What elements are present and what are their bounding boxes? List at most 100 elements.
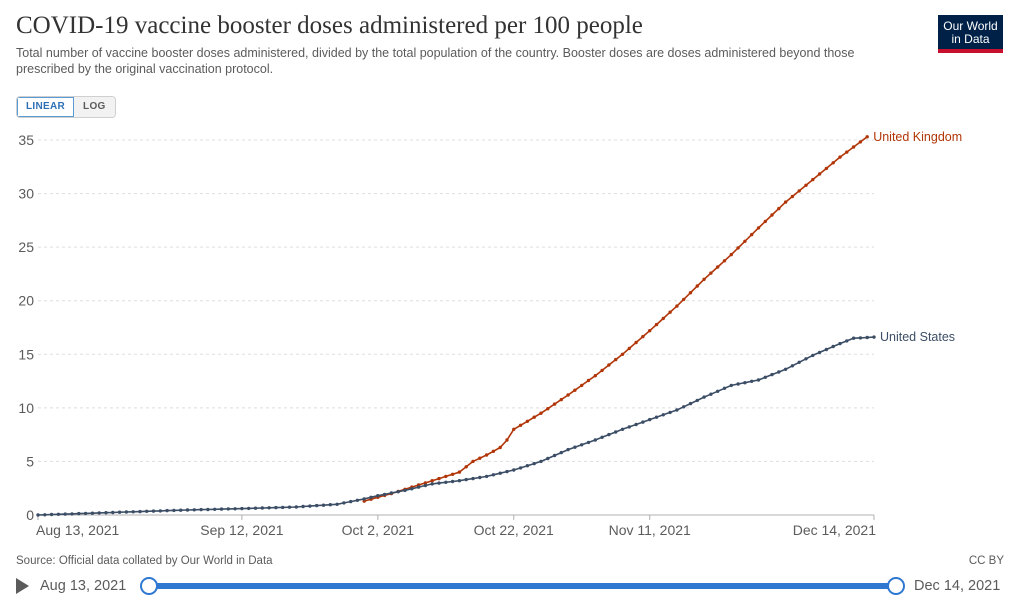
- data-point-united-kingdom: [580, 383, 584, 388]
- data-point-united-states: [274, 505, 278, 510]
- x-tick-label: Aug 13, 2021: [36, 522, 120, 538]
- data-point-united-kingdom: [566, 393, 570, 397]
- data-point-united-states: [478, 475, 482, 480]
- timeline-end-handle[interactable]: [887, 577, 905, 595]
- data-point-united-kingdom: [532, 415, 536, 419]
- data-point-united-states: [654, 415, 659, 419]
- linear-scale-button[interactable]: LINEAR: [17, 97, 75, 117]
- data-point-united-states: [512, 468, 516, 472]
- scale-toggle: LINEAR LOG: [16, 96, 116, 118]
- data-point-united-states: [308, 504, 312, 508]
- data-point-united-states: [83, 511, 88, 516]
- data-point-united-states: [77, 511, 81, 516]
- data-point-united-kingdom: [668, 310, 672, 314]
- data-point-united-states: [736, 382, 740, 386]
- data-point-united-states: [287, 505, 292, 509]
- data-point-united-kingdom: [722, 259, 727, 263]
- data-point-united-kingdom: [444, 474, 448, 479]
- data-point-united-states: [70, 512, 74, 516]
- data-point-united-states: [763, 375, 767, 379]
- data-point-united-states: [423, 483, 428, 488]
- data-point-united-states: [648, 417, 652, 422]
- data-point-united-kingdom: [783, 200, 788, 204]
- data-point-united-kingdom: [423, 481, 428, 485]
- data-point-united-kingdom: [648, 329, 652, 333]
- data-point-united-states: [457, 479, 462, 483]
- data-point-united-states: [682, 405, 686, 409]
- timeline-track[interactable]: [148, 583, 896, 589]
- data-point-united-states: [124, 510, 129, 514]
- data-point-united-kingdom: [593, 374, 597, 378]
- data-point-united-states: [797, 360, 801, 364]
- log-scale-button[interactable]: LOG: [74, 97, 115, 117]
- owid-logo[interactable]: Our World in Data: [938, 15, 1003, 53]
- y-tick-label: 30: [18, 186, 34, 202]
- data-point-united-states: [138, 509, 142, 514]
- data-point-united-states: [865, 335, 869, 340]
- data-point-united-states: [539, 459, 543, 464]
- data-point-united-states: [131, 510, 135, 514]
- data-point-united-states: [498, 471, 502, 475]
- data-point-united-states: [716, 389, 720, 393]
- data-point-united-kingdom: [552, 402, 557, 406]
- data-point-united-states: [546, 456, 550, 461]
- data-point-united-kingdom: [478, 456, 482, 460]
- chart-subtitle: Total number of vaccine booster doses ad…: [16, 46, 855, 76]
- data-point-united-states: [783, 367, 788, 371]
- data-point-united-kingdom: [716, 265, 720, 269]
- data-point-united-kingdom: [736, 246, 740, 250]
- timeline-start-label: Aug 13, 2021: [40, 578, 127, 594]
- data-point-united-kingdom: [512, 427, 516, 431]
- data-point-united-kingdom: [845, 150, 849, 154]
- data-point-united-states: [661, 413, 665, 417]
- data-point-united-states: [253, 506, 258, 510]
- data-point-united-states: [729, 383, 733, 388]
- play-icon[interactable]: [16, 578, 29, 594]
- timeline-end-label: Dec 14, 2021: [914, 578, 1001, 594]
- data-point-united-kingdom: [709, 271, 713, 275]
- data-point-united-states: [437, 481, 441, 485]
- data-point-united-states: [63, 512, 67, 516]
- data-point-united-states: [206, 507, 210, 512]
- x-tick-label: Dec 14, 2021: [793, 522, 876, 538]
- data-point-united-kingdom: [838, 155, 842, 159]
- data-point-united-states: [518, 466, 523, 470]
- data-point-united-states: [586, 440, 591, 445]
- data-point-united-states: [260, 506, 264, 510]
- data-point-united-states: [396, 490, 400, 494]
- data-point-united-states: [702, 395, 706, 399]
- y-tick-label: 0: [26, 507, 34, 523]
- data-point-united-states: [831, 344, 835, 349]
- data-point-united-states: [151, 509, 156, 513]
- data-point-united-states: [580, 443, 584, 447]
- data-point-united-kingdom: [777, 206, 781, 211]
- data-point-united-states: [444, 480, 448, 484]
- data-point-united-kingdom: [729, 252, 733, 257]
- timeline-slider: Aug 13, 2021 Dec 14, 2021: [0, 572, 1024, 602]
- data-point-united-states: [675, 408, 679, 412]
- data-point-united-kingdom: [491, 449, 496, 453]
- data-point-united-kingdom: [525, 419, 530, 423]
- timeline-start-handle[interactable]: [140, 577, 158, 595]
- y-tick-label: 5: [26, 453, 34, 469]
- data-point-united-states: [770, 372, 774, 377]
- data-point-united-states: [56, 512, 61, 516]
- data-point-united-states: [165, 508, 169, 513]
- data-point-united-kingdom: [770, 213, 774, 217]
- data-point-united-states: [294, 505, 298, 509]
- data-point-united-kingdom: [430, 479, 434, 483]
- data-point-united-states: [668, 410, 672, 415]
- data-point-united-states: [281, 505, 285, 510]
- license-label[interactable]: CC BY: [968, 555, 1004, 567]
- data-point-united-kingdom: [614, 357, 618, 362]
- data-point-united-states: [382, 492, 387, 497]
- data-point-united-states: [410, 487, 414, 491]
- data-point-united-states: [505, 469, 509, 474]
- data-point-united-states: [641, 420, 645, 424]
- x-tick-label: Sep 12, 2021: [200, 522, 284, 538]
- chart-title: COVID-19 vaccine booster doses administe…: [16, 12, 643, 39]
- data-point-united-states: [858, 336, 863, 340]
- data-point-united-kingdom: [573, 388, 577, 392]
- data-point-united-states: [321, 503, 326, 507]
- source-note[interactable]: Source: Official data collated by Our Wo…: [16, 555, 273, 567]
